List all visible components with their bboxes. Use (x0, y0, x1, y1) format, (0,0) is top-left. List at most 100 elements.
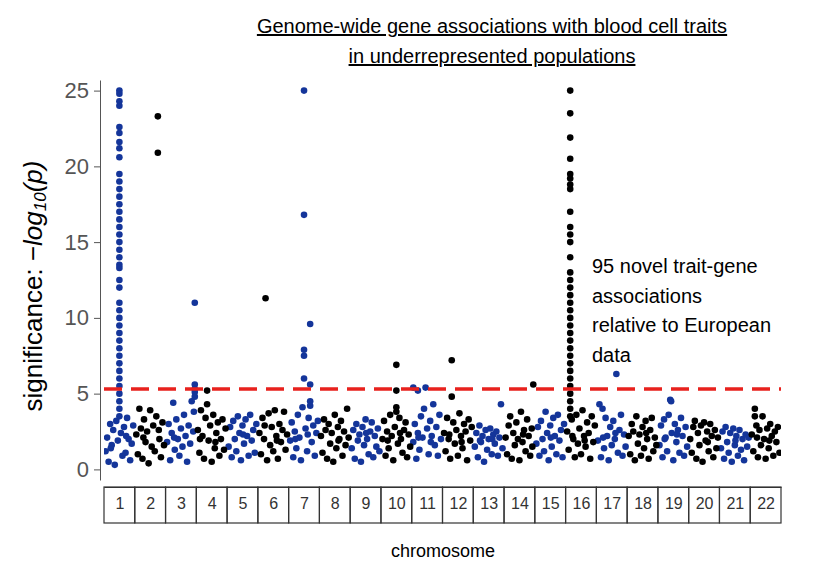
x-tick: 20 (696, 487, 714, 512)
x-tick: 12 (449, 487, 467, 512)
point (567, 209, 574, 216)
point (467, 437, 474, 444)
point (567, 224, 574, 231)
point (218, 436, 225, 443)
point (325, 421, 332, 428)
x-tick-label: 20 (696, 495, 714, 512)
point (165, 421, 172, 428)
point (121, 424, 128, 431)
point (567, 175, 574, 182)
point (262, 295, 269, 302)
point (198, 407, 205, 414)
point (116, 145, 123, 152)
point (116, 154, 123, 161)
point (104, 434, 110, 441)
point (364, 436, 371, 443)
point (140, 434, 147, 441)
point (705, 448, 712, 455)
point (512, 442, 519, 449)
point (222, 425, 229, 432)
x-tick-label: 7 (300, 495, 309, 512)
point (696, 442, 703, 449)
y-tick-mark (94, 91, 100, 92)
point (567, 277, 574, 284)
point (641, 445, 648, 452)
x-tick-label: 9 (362, 495, 371, 512)
point (681, 452, 688, 459)
point (407, 443, 414, 450)
point (267, 442, 274, 449)
point (271, 407, 278, 414)
x-tick: 8 (331, 487, 340, 512)
point (258, 451, 265, 458)
point (752, 405, 759, 412)
point (567, 155, 574, 162)
point (344, 405, 351, 412)
chromosome-box (750, 487, 781, 523)
point (710, 454, 717, 461)
point (116, 209, 123, 216)
point (228, 454, 235, 461)
point (116, 90, 123, 97)
point (330, 459, 337, 466)
point (465, 416, 472, 423)
point (430, 401, 437, 408)
chromosome-box (566, 487, 597, 523)
point (178, 425, 185, 432)
point (116, 337, 123, 344)
point (425, 451, 432, 458)
point (688, 449, 695, 456)
point (766, 437, 773, 444)
point (567, 186, 574, 193)
point (116, 352, 123, 359)
chromosome-box (412, 487, 443, 523)
point (301, 212, 308, 219)
chromosome-box (596, 487, 627, 523)
point (231, 436, 238, 443)
point (191, 393, 198, 400)
chromosome-box (473, 487, 504, 523)
point (569, 433, 576, 440)
x-tick: 17 (603, 487, 621, 512)
chromosome-box (104, 487, 135, 523)
y-tick: 5 (77, 381, 100, 406)
point (608, 442, 615, 449)
point (301, 346, 308, 353)
point (127, 457, 134, 464)
point (587, 455, 594, 462)
point (635, 440, 642, 447)
point (427, 418, 434, 425)
annotation: relative to European (592, 314, 771, 336)
x-tick-label: 22 (757, 495, 775, 512)
point (493, 428, 500, 435)
point (722, 424, 729, 431)
point (436, 412, 443, 419)
point (498, 401, 505, 408)
chromosome-box (535, 487, 566, 523)
point (250, 427, 257, 434)
point (496, 434, 503, 441)
point (240, 431, 247, 438)
point (464, 457, 471, 464)
x-tick: 18 (634, 487, 652, 512)
point (567, 337, 574, 344)
point (241, 440, 248, 447)
point (548, 443, 555, 450)
point (435, 452, 442, 459)
point (576, 425, 583, 432)
x-tick: 5 (239, 487, 248, 512)
chromosome-box (135, 487, 166, 523)
point (567, 299, 574, 306)
chromosome-box (196, 487, 227, 523)
point (111, 462, 118, 469)
y-axis-title-part: −log (18, 211, 48, 261)
point (147, 407, 154, 414)
point (185, 422, 192, 429)
x-tick: 11 (419, 487, 436, 512)
point (584, 419, 591, 426)
y-tick-mark (94, 242, 100, 243)
point (567, 405, 574, 412)
point (487, 425, 494, 432)
point (488, 451, 495, 458)
point (687, 436, 694, 443)
